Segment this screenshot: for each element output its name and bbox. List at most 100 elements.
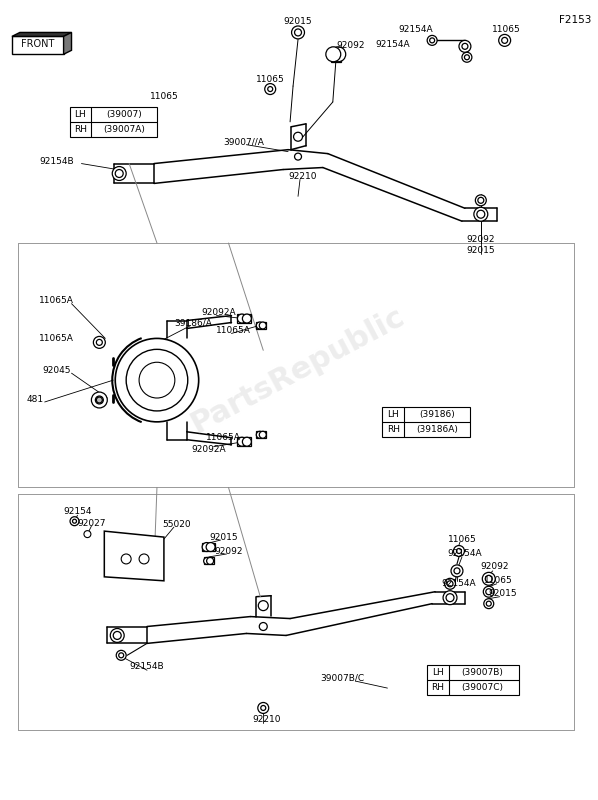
Circle shape: [486, 601, 491, 606]
Circle shape: [260, 431, 266, 438]
Text: 39007//A: 39007//A: [223, 138, 264, 146]
Circle shape: [427, 35, 437, 46]
Text: (39007C): (39007C): [461, 683, 503, 692]
Text: 11065A: 11065A: [206, 434, 241, 442]
Text: 11065: 11065: [492, 25, 521, 34]
Circle shape: [93, 337, 105, 348]
Text: 55020: 55020: [163, 520, 191, 529]
Text: 92092: 92092: [337, 41, 365, 50]
Bar: [237, 314, 251, 323]
Text: 92154A: 92154A: [442, 579, 476, 588]
Circle shape: [96, 339, 102, 346]
Circle shape: [462, 43, 468, 50]
Text: RH: RH: [432, 683, 444, 692]
Text: RH: RH: [387, 425, 400, 434]
Circle shape: [202, 542, 211, 551]
Circle shape: [258, 601, 269, 610]
Text: PartsRepublic: PartsRepublic: [185, 302, 409, 439]
Circle shape: [465, 54, 469, 60]
Text: 481: 481: [26, 395, 43, 405]
Circle shape: [451, 565, 463, 577]
Circle shape: [112, 166, 126, 181]
Circle shape: [484, 598, 494, 609]
Text: (39007B): (39007B): [461, 668, 503, 677]
Circle shape: [70, 517, 79, 526]
Circle shape: [326, 47, 341, 62]
Circle shape: [447, 581, 453, 586]
Text: FRONT: FRONT: [21, 39, 54, 50]
Circle shape: [331, 47, 346, 62]
Circle shape: [261, 706, 266, 710]
Circle shape: [459, 40, 471, 52]
Circle shape: [462, 52, 472, 62]
Text: 92154A: 92154A: [398, 25, 432, 34]
Bar: [257, 431, 266, 438]
Bar: [427, 666, 518, 695]
Circle shape: [139, 362, 175, 398]
Circle shape: [72, 519, 77, 523]
Circle shape: [260, 622, 267, 630]
Text: 11065: 11065: [150, 91, 178, 101]
Text: 92045: 92045: [42, 366, 71, 374]
Polygon shape: [104, 531, 164, 581]
Bar: [237, 438, 251, 446]
Circle shape: [258, 702, 269, 714]
Circle shape: [478, 198, 484, 203]
Text: LH: LH: [388, 410, 399, 419]
Circle shape: [260, 322, 266, 329]
Text: F2153: F2153: [559, 14, 591, 25]
Text: (39007A): (39007A): [103, 125, 145, 134]
Text: 92210: 92210: [252, 715, 280, 724]
Text: 92210: 92210: [289, 172, 318, 181]
Circle shape: [483, 572, 495, 586]
Text: 11065A: 11065A: [216, 326, 251, 335]
Circle shape: [295, 153, 301, 160]
Text: 92154A: 92154A: [448, 550, 482, 558]
Circle shape: [486, 575, 492, 582]
Text: 92154B: 92154B: [130, 662, 164, 670]
Circle shape: [242, 438, 251, 446]
Circle shape: [499, 34, 511, 46]
Circle shape: [295, 29, 301, 36]
Circle shape: [475, 195, 486, 206]
Circle shape: [237, 314, 246, 323]
Polygon shape: [12, 37, 63, 54]
Text: 92015: 92015: [209, 533, 238, 542]
Text: 92092: 92092: [214, 546, 243, 555]
Circle shape: [456, 549, 462, 554]
Text: 11065: 11065: [484, 576, 513, 586]
Text: 92092A: 92092A: [191, 445, 226, 454]
Bar: [257, 322, 266, 329]
Circle shape: [474, 207, 488, 221]
Circle shape: [502, 38, 508, 43]
Circle shape: [268, 86, 273, 91]
Circle shape: [207, 558, 213, 565]
Text: LH: LH: [432, 668, 444, 677]
Circle shape: [115, 338, 199, 422]
Circle shape: [110, 629, 124, 642]
Text: 92015: 92015: [283, 17, 312, 26]
Circle shape: [444, 578, 456, 590]
Text: 92092: 92092: [480, 562, 509, 571]
Circle shape: [95, 396, 103, 404]
Bar: [383, 407, 470, 437]
Circle shape: [237, 438, 246, 446]
Text: 92015: 92015: [466, 246, 495, 255]
Circle shape: [483, 586, 494, 597]
Circle shape: [453, 546, 465, 557]
Text: 92092A: 92092A: [202, 308, 236, 317]
Circle shape: [206, 542, 215, 551]
Circle shape: [257, 431, 263, 438]
Text: 92027: 92027: [77, 518, 106, 528]
Circle shape: [113, 631, 121, 639]
Text: 92154A: 92154A: [375, 40, 410, 49]
Circle shape: [91, 392, 107, 408]
Circle shape: [119, 653, 124, 658]
Circle shape: [139, 554, 149, 564]
Text: LH: LH: [75, 110, 86, 119]
Text: 92154: 92154: [63, 506, 91, 516]
Text: 11065: 11065: [256, 74, 285, 84]
Circle shape: [116, 650, 126, 660]
Circle shape: [115, 170, 123, 178]
Circle shape: [265, 83, 276, 94]
